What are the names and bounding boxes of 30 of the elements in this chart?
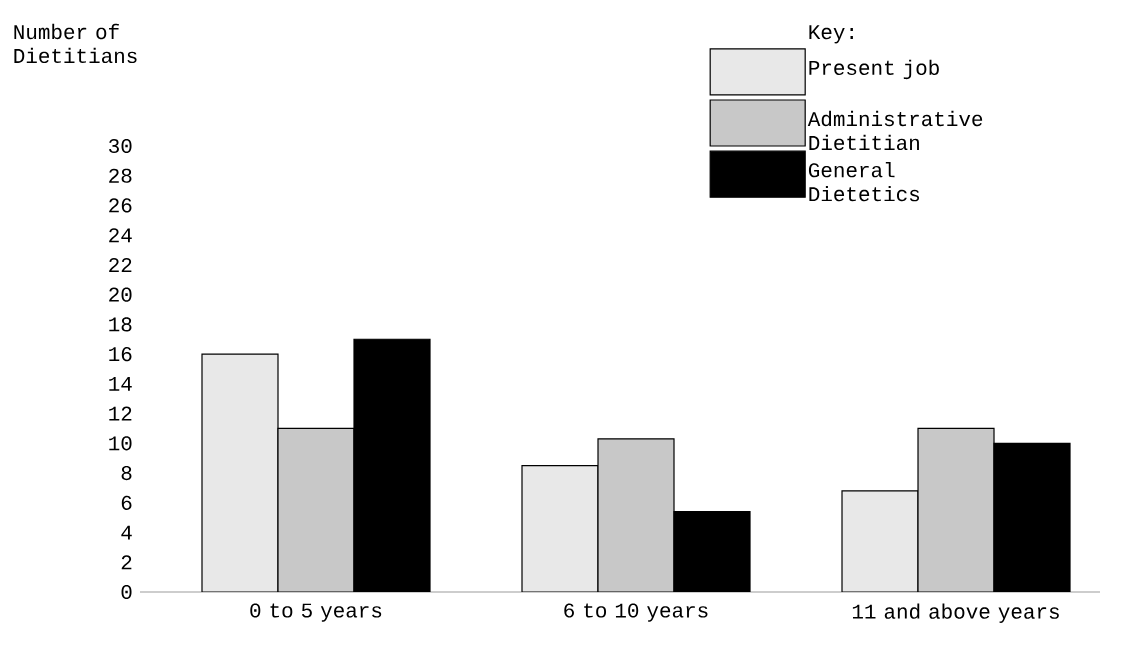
legend-label: Administrative Dietitian (807, 110, 983, 151)
bar (277, 427, 355, 592)
bar (917, 427, 995, 592)
y-tick-label: 2 (121, 555, 132, 570)
y-tick-label: 10 (109, 436, 132, 451)
y-tick-label: 16 (109, 347, 132, 362)
y-tick-label: 20 (109, 287, 132, 302)
y-tick-label: 24 (109, 228, 132, 243)
y-tick-label: 12 (109, 406, 132, 421)
bar (201, 353, 279, 592)
legend-title: Key: (809, 25, 853, 44)
x-tick-label: 11 and above years (852, 603, 1059, 623)
y-tick-label: 8 (121, 465, 132, 481)
y-tick-label: 28 (109, 168, 132, 183)
y-tick-label: 26 (109, 198, 132, 213)
y-tick-label: 0 (121, 584, 132, 600)
y-tick-label: 4 (121, 525, 132, 540)
bar (597, 438, 675, 592)
legend-label: Present job (809, 59, 939, 80)
bar (841, 490, 919, 592)
y-tick-label: 14 (109, 376, 132, 391)
y-axis-title: Number of Dietitians (14, 23, 137, 64)
y-tick-label: 6 (121, 495, 132, 510)
y-tick-label: 18 (109, 317, 132, 332)
x-tick-label: 6 to 10 years (564, 603, 708, 622)
y-tick-label: 22 (109, 257, 132, 272)
bar (521, 465, 599, 592)
legend-label: General Dietetics (808, 162, 920, 202)
y-tick-label: 30 (109, 138, 132, 154)
x-tick-label: 0 to 5 years (250, 603, 382, 622)
